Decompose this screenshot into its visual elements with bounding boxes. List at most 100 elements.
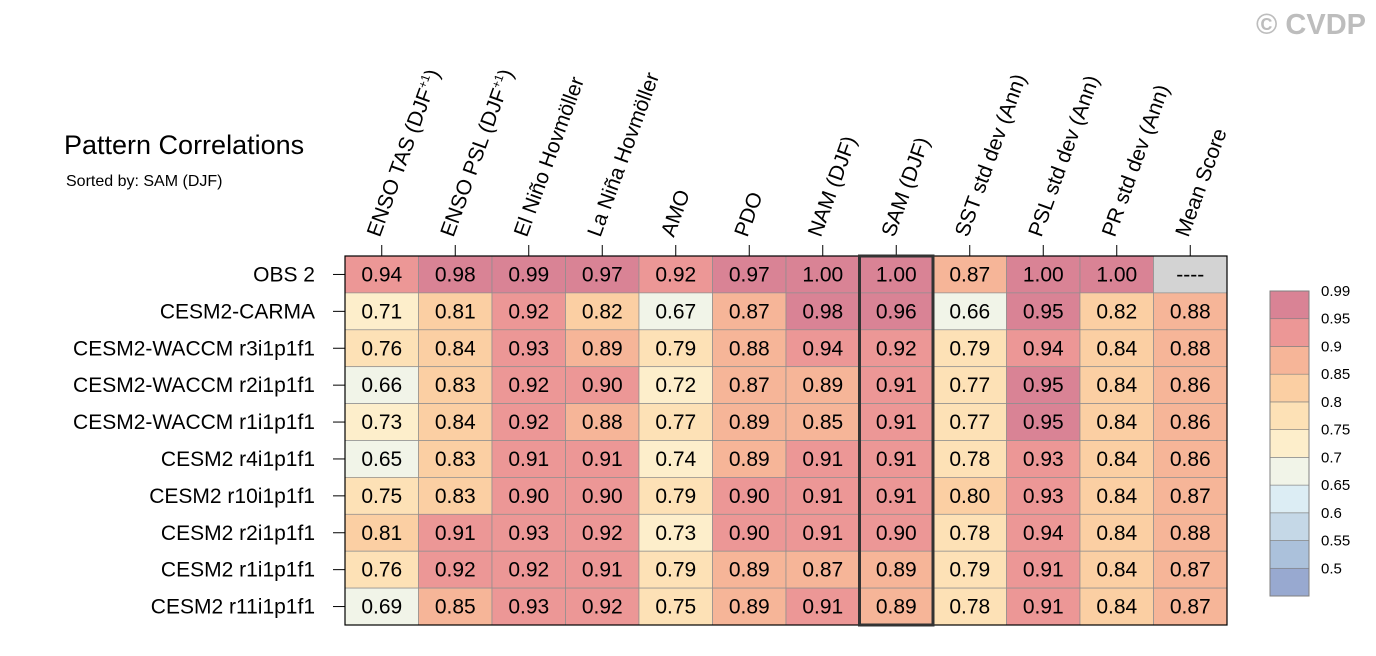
- cell-value: 0.91: [802, 485, 843, 508]
- cell-value: 0.74: [655, 448, 696, 471]
- heatmap-cell: [785, 403, 860, 441]
- cell-value: 0.93: [508, 337, 549, 360]
- cell-value: 0.94: [1023, 522, 1064, 545]
- heatmap-cell: [785, 477, 860, 515]
- colorbar-label: 0.5: [1321, 560, 1342, 577]
- colorbar-swatch: [1269, 540, 1310, 569]
- heatmap-cell: [859, 587, 934, 626]
- heatmap-cell: [1153, 513, 1228, 552]
- heatmap-cell: [1079, 513, 1154, 552]
- cell-value: 0.72: [655, 374, 696, 397]
- cell-value: 0.87: [1170, 596, 1211, 619]
- cell-value: 1.00: [1023, 263, 1064, 286]
- chart-subtitle: Sorted by: SAM (DJF): [66, 173, 222, 190]
- heatmap-cell: [785, 366, 860, 404]
- column-label: La Niña Hovmöller: [583, 70, 664, 240]
- cell-value: 0.85: [435, 596, 476, 619]
- cell-value: 0.82: [582, 300, 623, 323]
- cell-value: 0.92: [435, 559, 476, 582]
- row-label: CESM2-CARMA: [160, 300, 315, 323]
- cell-value: 0.83: [435, 485, 476, 508]
- heatmap-cell: [565, 550, 640, 589]
- colorbar-label: 0.7: [1321, 449, 1342, 466]
- colorbar-label: 0.95: [1321, 311, 1350, 328]
- heatmap-cell: [932, 403, 1007, 441]
- heatmap-cell: [785, 292, 860, 331]
- cell-value: 0.80: [949, 485, 990, 508]
- cell-value: 0.92: [876, 337, 917, 360]
- colorbar-swatch: [1269, 567, 1310, 597]
- cell-value: 0.93: [1023, 448, 1064, 471]
- heatmap-cell: [1006, 403, 1081, 441]
- cell-value: 0.86: [1170, 411, 1211, 434]
- heatmap-cell: [344, 550, 419, 589]
- heatmap-cell: [1006, 440, 1081, 478]
- heatmap-cell: [712, 550, 787, 589]
- cell-value: 0.78: [949, 522, 990, 545]
- cell-value: 0.91: [802, 448, 843, 471]
- cell-value: 0.84: [1096, 596, 1137, 619]
- cell-value: 0.77: [949, 411, 990, 434]
- heatmap-cell: [859, 550, 934, 589]
- cell-value: 0.78: [949, 448, 990, 471]
- heatmap-cell: [712, 366, 787, 404]
- cell-value: 0.84: [435, 337, 476, 360]
- column-label: ENSO TAS (DJF+1): [362, 66, 445, 240]
- watermark: © CVDP: [1256, 9, 1366, 41]
- colorbar-swatch: [1269, 290, 1310, 320]
- cell-value: 0.84: [1096, 522, 1137, 545]
- cell-value: 0.73: [655, 522, 696, 545]
- cell-value: 0.84: [1096, 448, 1137, 471]
- cell-value: 0.71: [361, 300, 402, 323]
- heatmap-cell: [1153, 292, 1228, 331]
- cell-value: 0.84: [1096, 337, 1137, 360]
- cell-value: 0.97: [729, 263, 770, 286]
- heatmap-cell: [638, 329, 713, 368]
- cell-value: 0.75: [361, 485, 402, 508]
- heatmap-cell: [565, 587, 640, 626]
- cell-value: 0.65: [361, 448, 402, 471]
- cell-value: 0.92: [508, 374, 549, 397]
- cell-value: 0.96: [876, 300, 917, 323]
- heatmap-cell: [932, 587, 1007, 626]
- cell-value: 0.97: [582, 263, 623, 286]
- cell-value: 0.92: [655, 263, 696, 286]
- heatmap-cell: [712, 292, 787, 331]
- cell-value: 0.92: [508, 559, 549, 582]
- column-label: NAM (DJF): [804, 133, 862, 240]
- column-label: SST std dev (Ann): [951, 71, 1031, 240]
- column-label: PDO: [730, 189, 767, 240]
- cell-value: 0.92: [508, 411, 549, 434]
- heatmap-cell: [491, 292, 566, 331]
- cell-value: 1.00: [1096, 263, 1137, 286]
- heatmap-cell: [859, 292, 934, 331]
- heatmap-cell: [859, 329, 934, 368]
- heatmap-cell: [1079, 440, 1154, 478]
- cell-value: 0.95: [1023, 374, 1064, 397]
- heatmap-cell: [565, 292, 640, 331]
- heatmap-cell: [1079, 329, 1154, 368]
- column-label: AMO: [657, 187, 695, 240]
- colorbar-swatch: [1269, 401, 1310, 430]
- row-label: CESM2 r1i1p1f1: [161, 559, 315, 582]
- heatmap-cell: [638, 513, 713, 552]
- cell-value: 0.77: [949, 374, 990, 397]
- cell-value: 0.87: [949, 263, 990, 286]
- cell-value: 0.92: [582, 522, 623, 545]
- cell-value: 0.91: [876, 374, 917, 397]
- cell-value: 0.81: [435, 300, 476, 323]
- cell-value: 0.98: [435, 263, 476, 286]
- cell-value: 0.78: [949, 596, 990, 619]
- cell-value: 0.83: [435, 448, 476, 471]
- heatmap-cell: [638, 550, 713, 589]
- cell-value: 0.93: [1023, 485, 1064, 508]
- heatmap-cell: [1006, 292, 1081, 331]
- heatmap-cell: [932, 477, 1007, 515]
- colorbar-label: 0.55: [1321, 533, 1350, 550]
- heatmap-cell: [1006, 477, 1081, 515]
- column-label: ENSO PSL (DJF+1): [435, 66, 518, 240]
- cell-value: 0.79: [655, 337, 696, 360]
- colorbar-label: 0.9: [1321, 338, 1342, 355]
- cell-value: 0.89: [729, 596, 770, 619]
- heatmap-cell: [932, 513, 1007, 552]
